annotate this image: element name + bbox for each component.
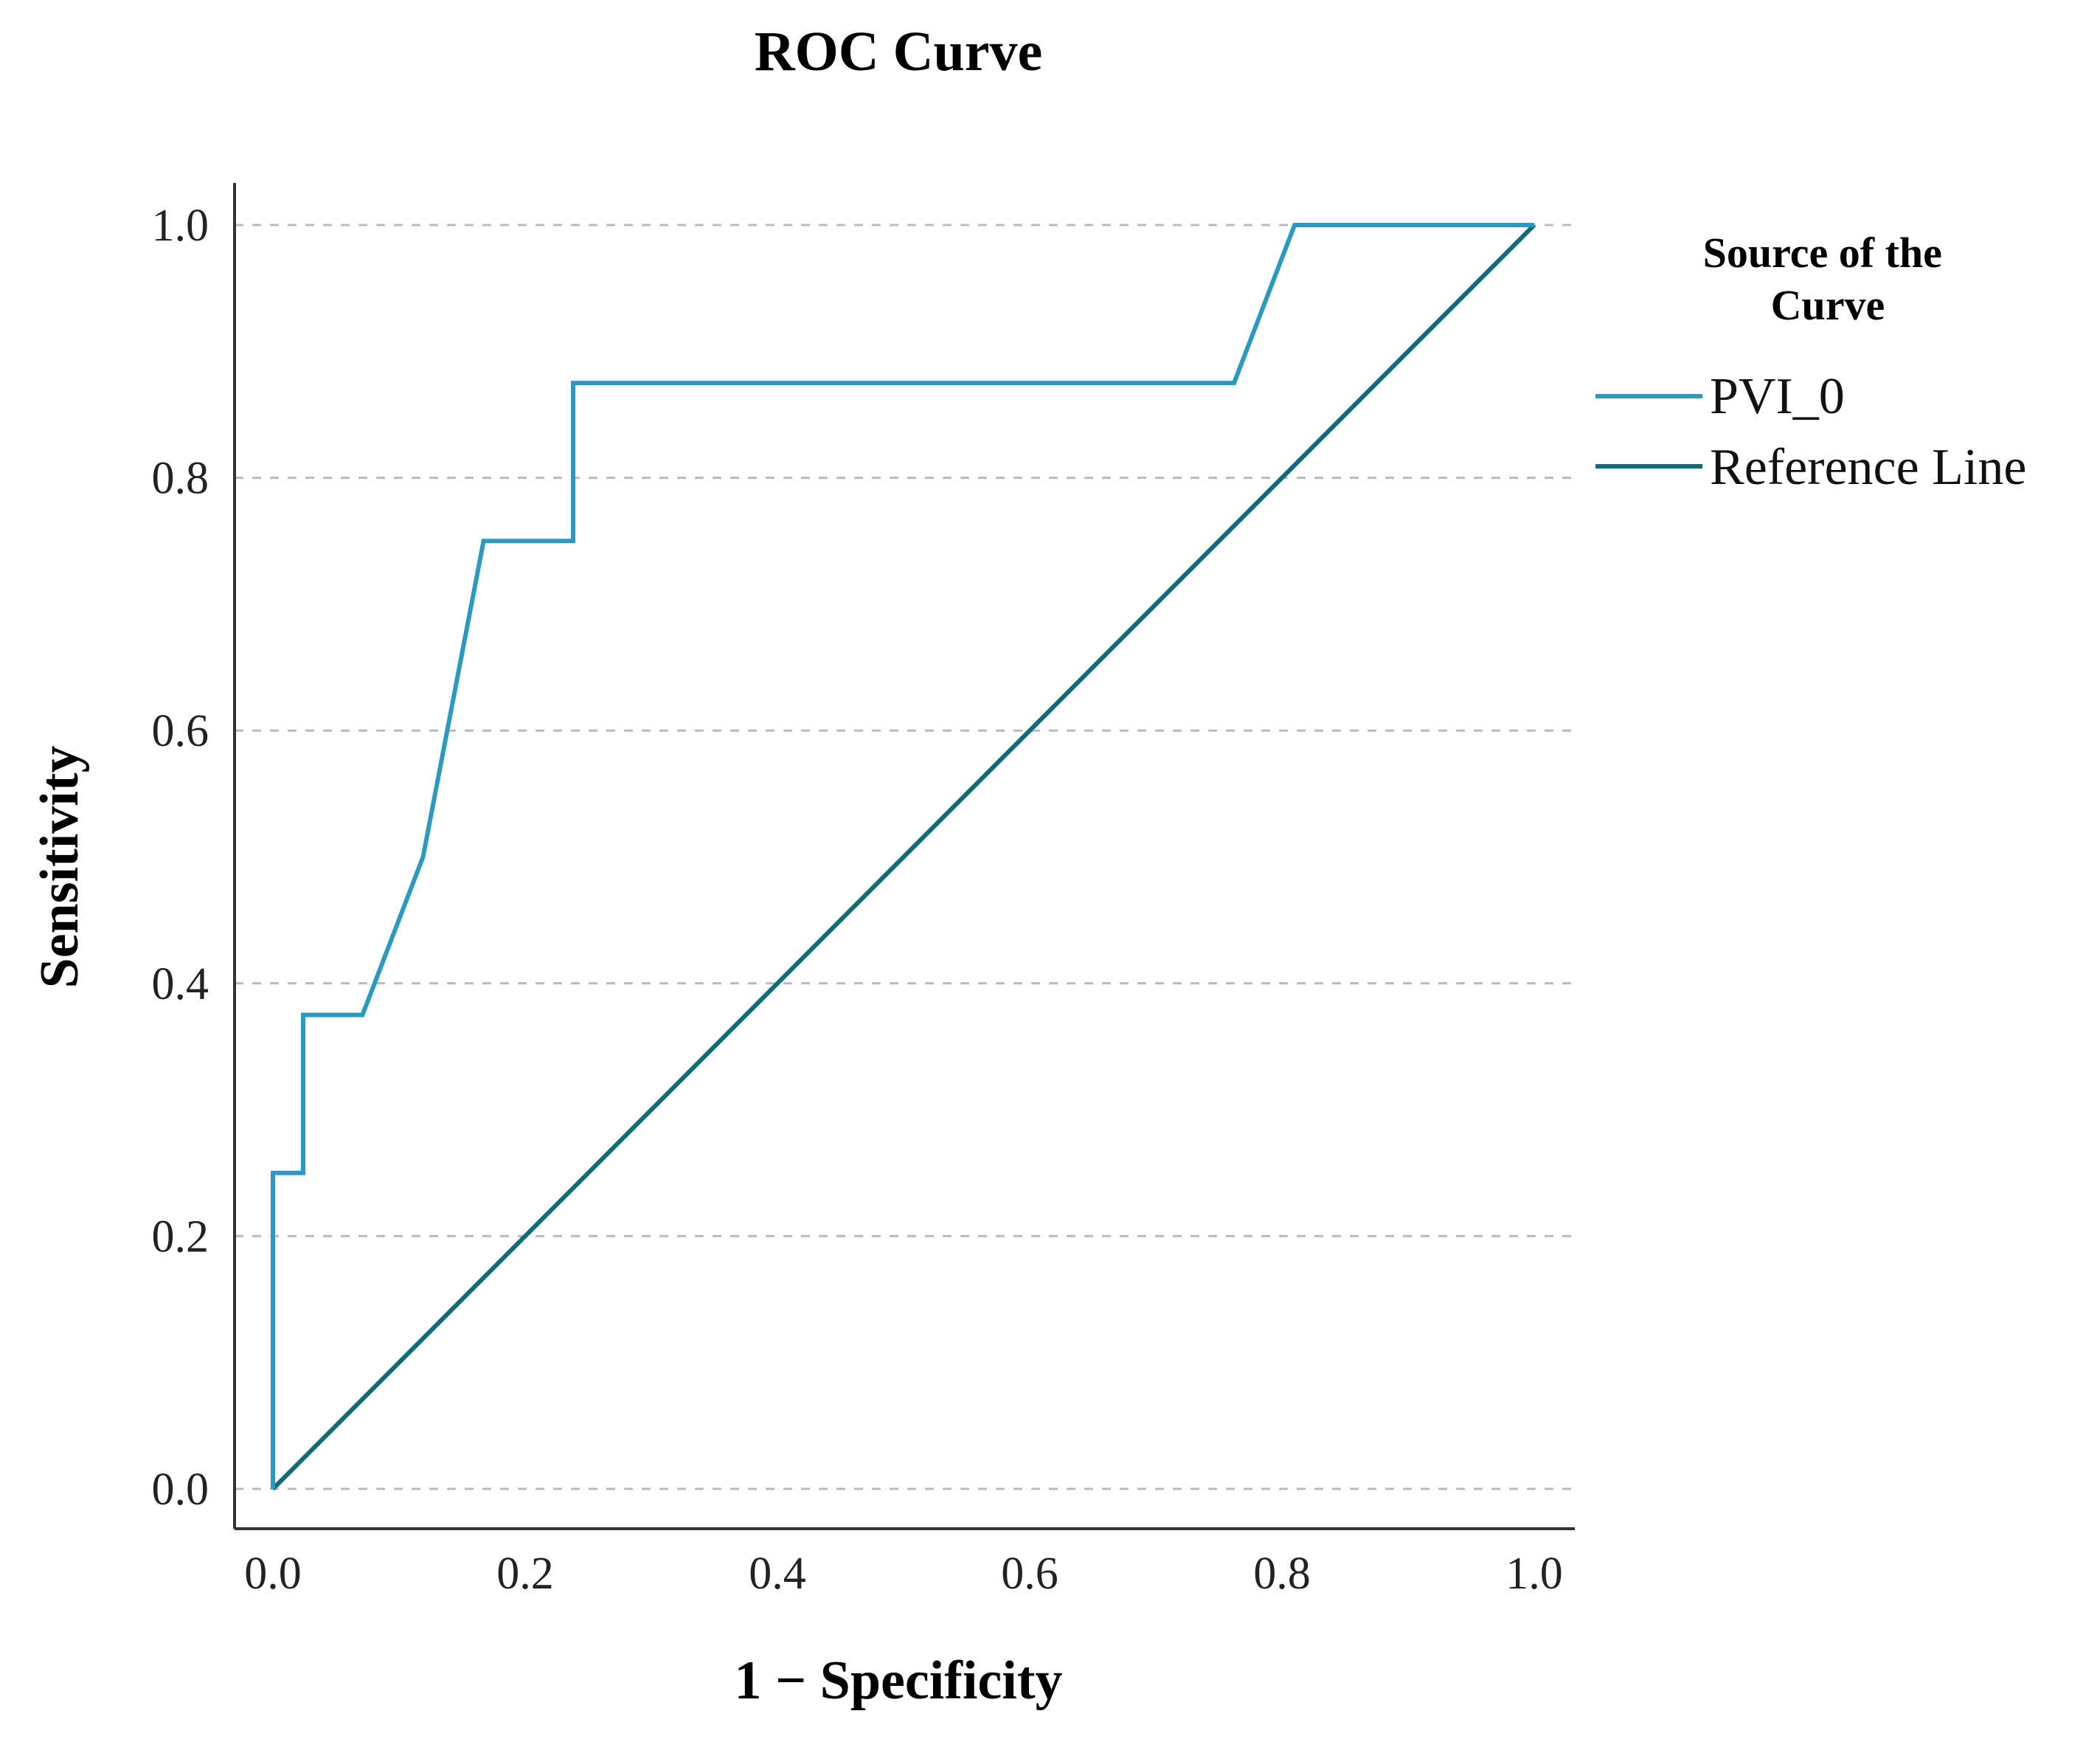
- axes-layer: [233, 183, 1575, 1530]
- legend-label-reference-line: Reference Line: [1710, 439, 2026, 496]
- x-tick-label: 1.0: [1505, 1549, 1563, 1599]
- x-tick-label: 0.2: [496, 1549, 554, 1599]
- legend-title-line-2: Curve: [1771, 281, 1885, 329]
- series-line-pvi-0: [271, 223, 1534, 1489]
- ticks-layer: 0.0 0.2 0.4 0.6 0.8 1.0 0.0 0.2 0.4 0.6 0.8 1.0: [152, 201, 1563, 1599]
- x-tick-label: 0.0: [244, 1549, 302, 1599]
- x-tick-label: 0.6: [1001, 1549, 1058, 1599]
- legend-label-pvi-0: PVI_0: [1710, 368, 1845, 425]
- x-tick-label: 0.8: [1253, 1549, 1311, 1599]
- legend-title: Source of the Curve: [1703, 229, 1953, 329]
- series-line-reference-line: [271, 223, 1536, 1491]
- x-tick-label: 0.4: [749, 1549, 806, 1599]
- y-tick-label: 0.6: [152, 706, 209, 756]
- y-tick-label: 1.0: [152, 201, 209, 251]
- chart-title: ROC Curve: [755, 21, 1043, 83]
- y-axis-label: Sensitivity: [30, 746, 90, 989]
- y-tick-label: 0.0: [152, 1465, 209, 1515]
- series-layer: [271, 223, 1536, 1491]
- y-tick-label: 0.8: [152, 454, 209, 504]
- x-axis-label: 1 − Specificity: [735, 1650, 1063, 1711]
- y-tick-label: 0.4: [152, 959, 209, 1009]
- legend: Source of the Curve PVI_0 Reference Line: [1595, 229, 2026, 496]
- legend-title-line-1: Source of the: [1703, 229, 1942, 277]
- y-tick-label: 0.2: [152, 1211, 209, 1262]
